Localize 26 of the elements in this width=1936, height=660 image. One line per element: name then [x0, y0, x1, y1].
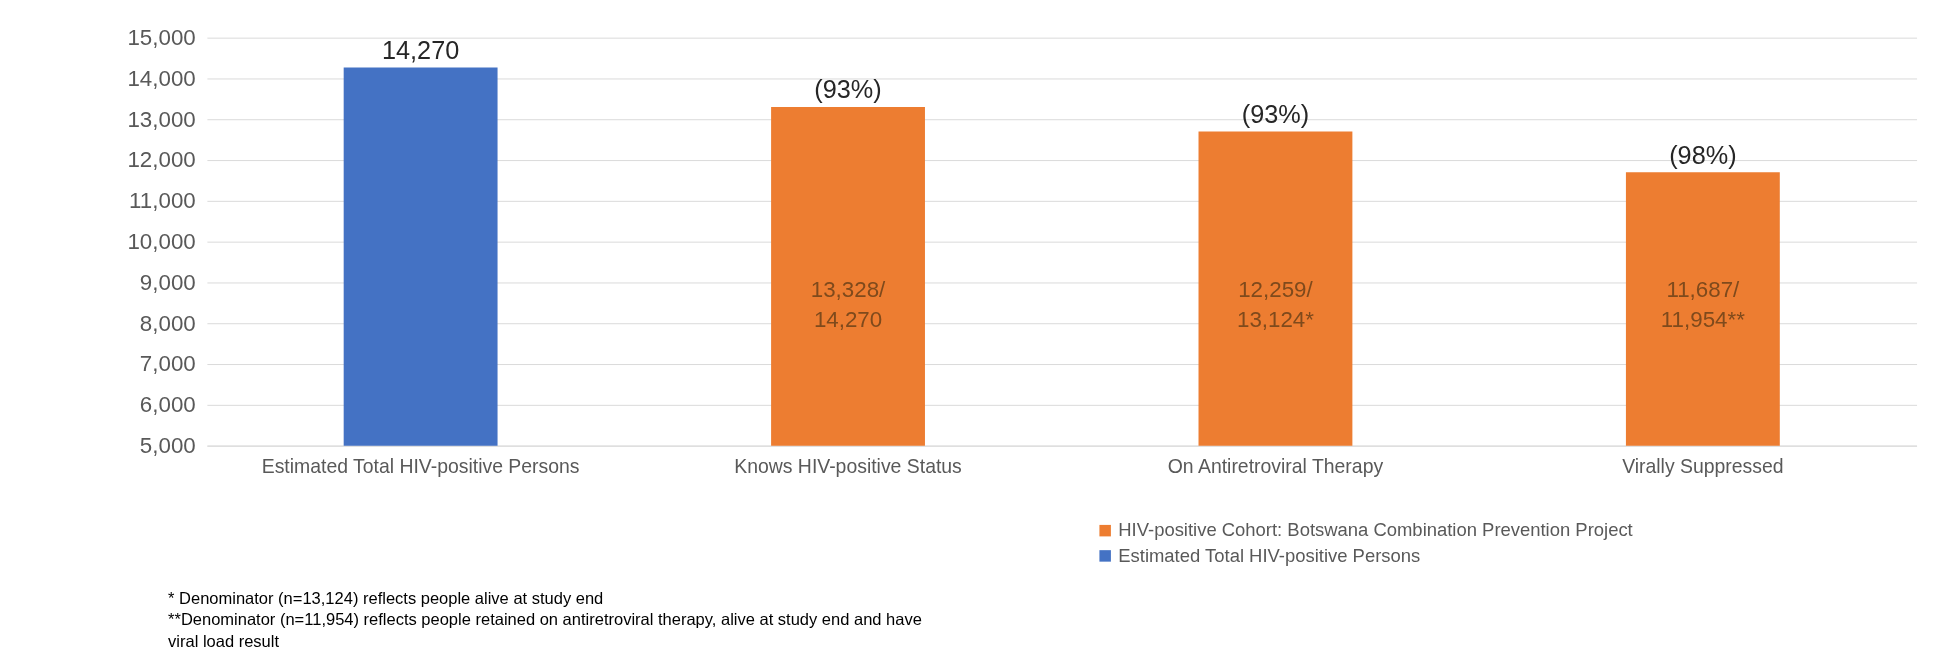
- y-tick-label: 7,000: [139, 351, 196, 377]
- y-tick-label: 6,000: [139, 392, 196, 418]
- annotation: (93%): [814, 75, 882, 104]
- annotation: 11,687/ 11,954**: [1660, 277, 1746, 332]
- y-tick-label: 9,000: [139, 269, 196, 295]
- text: * Denominator (n=13,124) reflects people alive at study end: [168, 588, 604, 607]
- legend-label: Estimated Total HIV-positive Persons: [1118, 544, 1421, 566]
- text: **Denominator (n=11,954) reflects people retained on antiretroviral therapy, alive at study end and have viral load result: [168, 610, 922, 650]
- x-tick-label: Knows HIV-positive Status: [734, 454, 962, 477]
- y-tick-label: 8,000: [139, 310, 196, 336]
- y-tick-label: 5,000: [139, 432, 196, 458]
- y-tick-label: 15,000: [127, 24, 196, 50]
- annotation: 13,328/ 14,270: [810, 277, 887, 332]
- x-tick-label: Virally Suppressed: [1622, 454, 1784, 477]
- x-tick-label: Estimated Total HIV-positive Persons: [261, 454, 580, 477]
- y-tick-label: 10,000: [127, 228, 196, 254]
- y-tick-label: 11,000: [129, 188, 196, 214]
- legend-label: HIV-positive Cohort: Botswana Combination Prevention Project: [1118, 519, 1633, 541]
- data-label: 14,270: [382, 35, 460, 64]
- y-tick-label: 13,000: [127, 106, 196, 132]
- annotation: 12,259/ 13,124*: [1236, 277, 1315, 332]
- y-tick-label: 14,000: [127, 65, 196, 91]
- annotation: (93%): [1241, 99, 1310, 128]
- annotation: (98%): [1669, 140, 1737, 169]
- x-tick-label: On Antiretroviral Therapy: [1167, 454, 1384, 477]
- y-tick-label: 12,000: [127, 147, 196, 173]
